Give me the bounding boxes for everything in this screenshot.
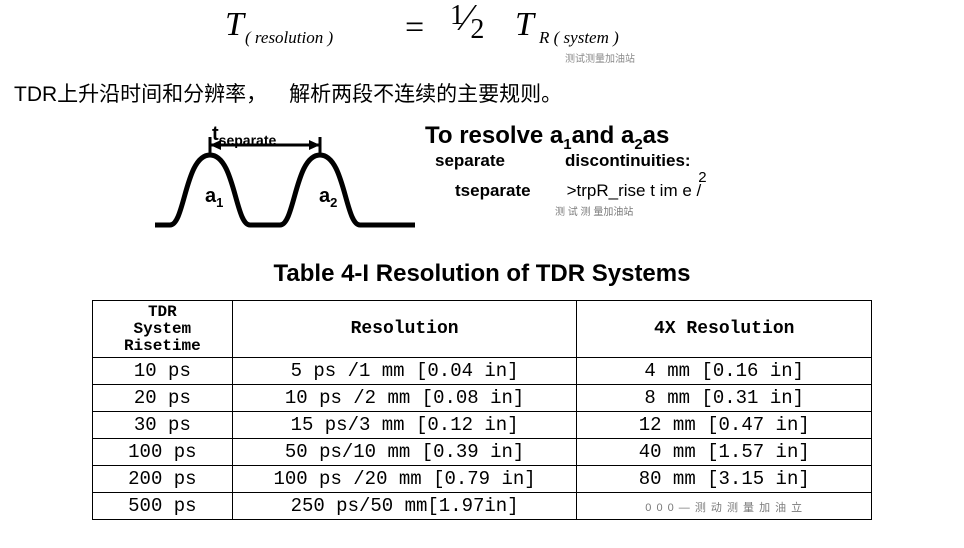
chinese-description: TDR上升沿时间和分辨率， 解析两段不连续的主要规则。 — [14, 78, 562, 108]
tsep-arrow-right — [309, 140, 320, 150]
col-header-resolution: Resolution — [232, 301, 577, 358]
tdr-table-wrap: TDRSystemRisetime Resolution 4X Resoluti… — [92, 300, 872, 520]
cell-resolution: 50 ps/10 mm [0.39 in] — [232, 439, 577, 466]
pulse-path — [155, 155, 415, 225]
cell-risetime: 200 ps — [93, 466, 233, 493]
watermark-text: 0 0 0 — 测 动 测 量 加 油 立 — [645, 502, 803, 514]
cell-4x-resolution: 4 mm [0.16 in] — [577, 358, 872, 385]
a1-a: a — [205, 185, 216, 207]
header-line: Risetime — [97, 338, 228, 355]
cell-4x-resolution: 80 mm [3.15 in] — [577, 466, 872, 493]
watermark-text: 测 试 测 量加油站 — [425, 203, 905, 218]
cell-risetime: 20 ps — [93, 385, 233, 412]
cell-risetime: 100 ps — [93, 439, 233, 466]
watermark-text: 测试测量加油站 — [565, 50, 635, 65]
caption-line2-b: discontinuities: — [565, 151, 691, 171]
formula-sub2: R ( system ) — [539, 28, 619, 48]
cell-resolution: 5 ps /1 mm [0.04 in] — [232, 358, 577, 385]
table-row: 200 ps100 ps /20 mm [0.79 in]80 mm [3.15… — [93, 466, 872, 493]
col-header-risetime: TDRSystemRisetime — [93, 301, 233, 358]
pulse-svg — [155, 125, 415, 235]
table-title: Table 4-I Resolution of TDR Systems — [0, 260, 964, 288]
col-header-4x: 4X Resolution — [577, 301, 872, 358]
caption-line1-pre: To resolve a — [425, 122, 563, 149]
two-pulse-diagram: tseparate a1 a2 — [155, 125, 415, 235]
cell-resolution: 15 ps/3 mm [0.12 in] — [232, 412, 577, 439]
tdr-resolution-table: TDRSystemRisetime Resolution 4X Resoluti… — [92, 300, 872, 520]
cell-risetime: 10 ps — [93, 358, 233, 385]
tsep-t: t — [212, 123, 219, 145]
caption-line3: tseparate >trpR_rise t im e /2 — [425, 181, 905, 201]
cn-part1: TDR上升沿时间和分辨率， — [14, 83, 267, 106]
formula-half: 1⁄2 — [450, 0, 484, 40]
formula-half-num: 1 — [450, 0, 464, 31]
caption-line1-post: as — [643, 122, 670, 149]
table-row: 100 ps50 ps/10 mm [0.39 in]40 mm [1.57 i… — [93, 439, 872, 466]
caption-line3-lhs: tseparate — [455, 181, 531, 201]
cell-4x-resolution: 40 mm [1.57 in] — [577, 439, 872, 466]
a1-sub: 1 — [216, 195, 223, 210]
a2-sub: 2 — [330, 195, 337, 210]
cell-risetime: 30 ps — [93, 412, 233, 439]
caption-line1-mid: and a — [572, 122, 635, 149]
table-row: 10 ps5 ps /1 mm [0.04 in]4 mm [0.16 in] — [93, 358, 872, 385]
cell-4x-resolution: 0 0 0 — 测 动 测 量 加 油 立 — [577, 493, 872, 520]
cell-4x-resolution: 8 mm [0.31 in] — [577, 385, 872, 412]
header-line: TDR — [97, 304, 228, 321]
cell-risetime: 500 ps — [93, 493, 233, 520]
table-row: 30 ps15 ps/3 mm [0.12 in]12 mm [0.47 in] — [93, 412, 872, 439]
cell-resolution: 250 ps/50 mm[1.97in] — [232, 493, 577, 520]
table-header-row: TDRSystemRisetime Resolution 4X Resoluti… — [93, 301, 872, 358]
cell-4x-resolution: 12 mm [0.47 in] — [577, 412, 872, 439]
caption-line2: separate discontinuities: — [425, 151, 905, 171]
formula-T1: T — [225, 6, 244, 44]
cell-resolution: 10 ps /2 mm [0.08 in] — [232, 385, 577, 412]
caption-line2-a: separate — [435, 151, 505, 171]
resolve-caption: To resolve a1and a2as separate discontin… — [425, 122, 905, 218]
tsep-sub: separate — [219, 132, 277, 148]
resolution-formula: T ( resolution ) = 1⁄2 T R ( system ) 测试… — [225, 0, 725, 55]
a2-a: a — [319, 185, 330, 207]
formula-half-den: 2 — [470, 14, 484, 45]
table-row: 20 ps10 ps /2 mm [0.08 in]8 mm [0.31 in] — [93, 385, 872, 412]
a2-label: a2 — [319, 185, 337, 210]
formula-equals: = — [405, 9, 424, 47]
caption-line1: To resolve a1and a2as — [425, 122, 905, 153]
caption-line3-two: 2 — [698, 169, 706, 186]
caption-line3-rhs-text: >trpR_rise t im e / — [567, 181, 702, 200]
cn-part2: 解析两段不连续的主要规则。 — [289, 83, 562, 106]
header-line: System — [97, 321, 228, 338]
table-row: 500 ps250 ps/50 mm[1.97in] 0 0 0 — 测 动 测 … — [93, 493, 872, 520]
cell-resolution: 100 ps /20 mm [0.79 in] — [232, 466, 577, 493]
formula-sub1: ( resolution ) — [245, 28, 333, 48]
formula-T2: T — [515, 6, 534, 44]
tseparate-label: tseparate — [212, 123, 276, 148]
caption-line3-rhs: >trpR_rise t im e /2 — [567, 181, 710, 201]
a1-label: a1 — [205, 185, 223, 210]
